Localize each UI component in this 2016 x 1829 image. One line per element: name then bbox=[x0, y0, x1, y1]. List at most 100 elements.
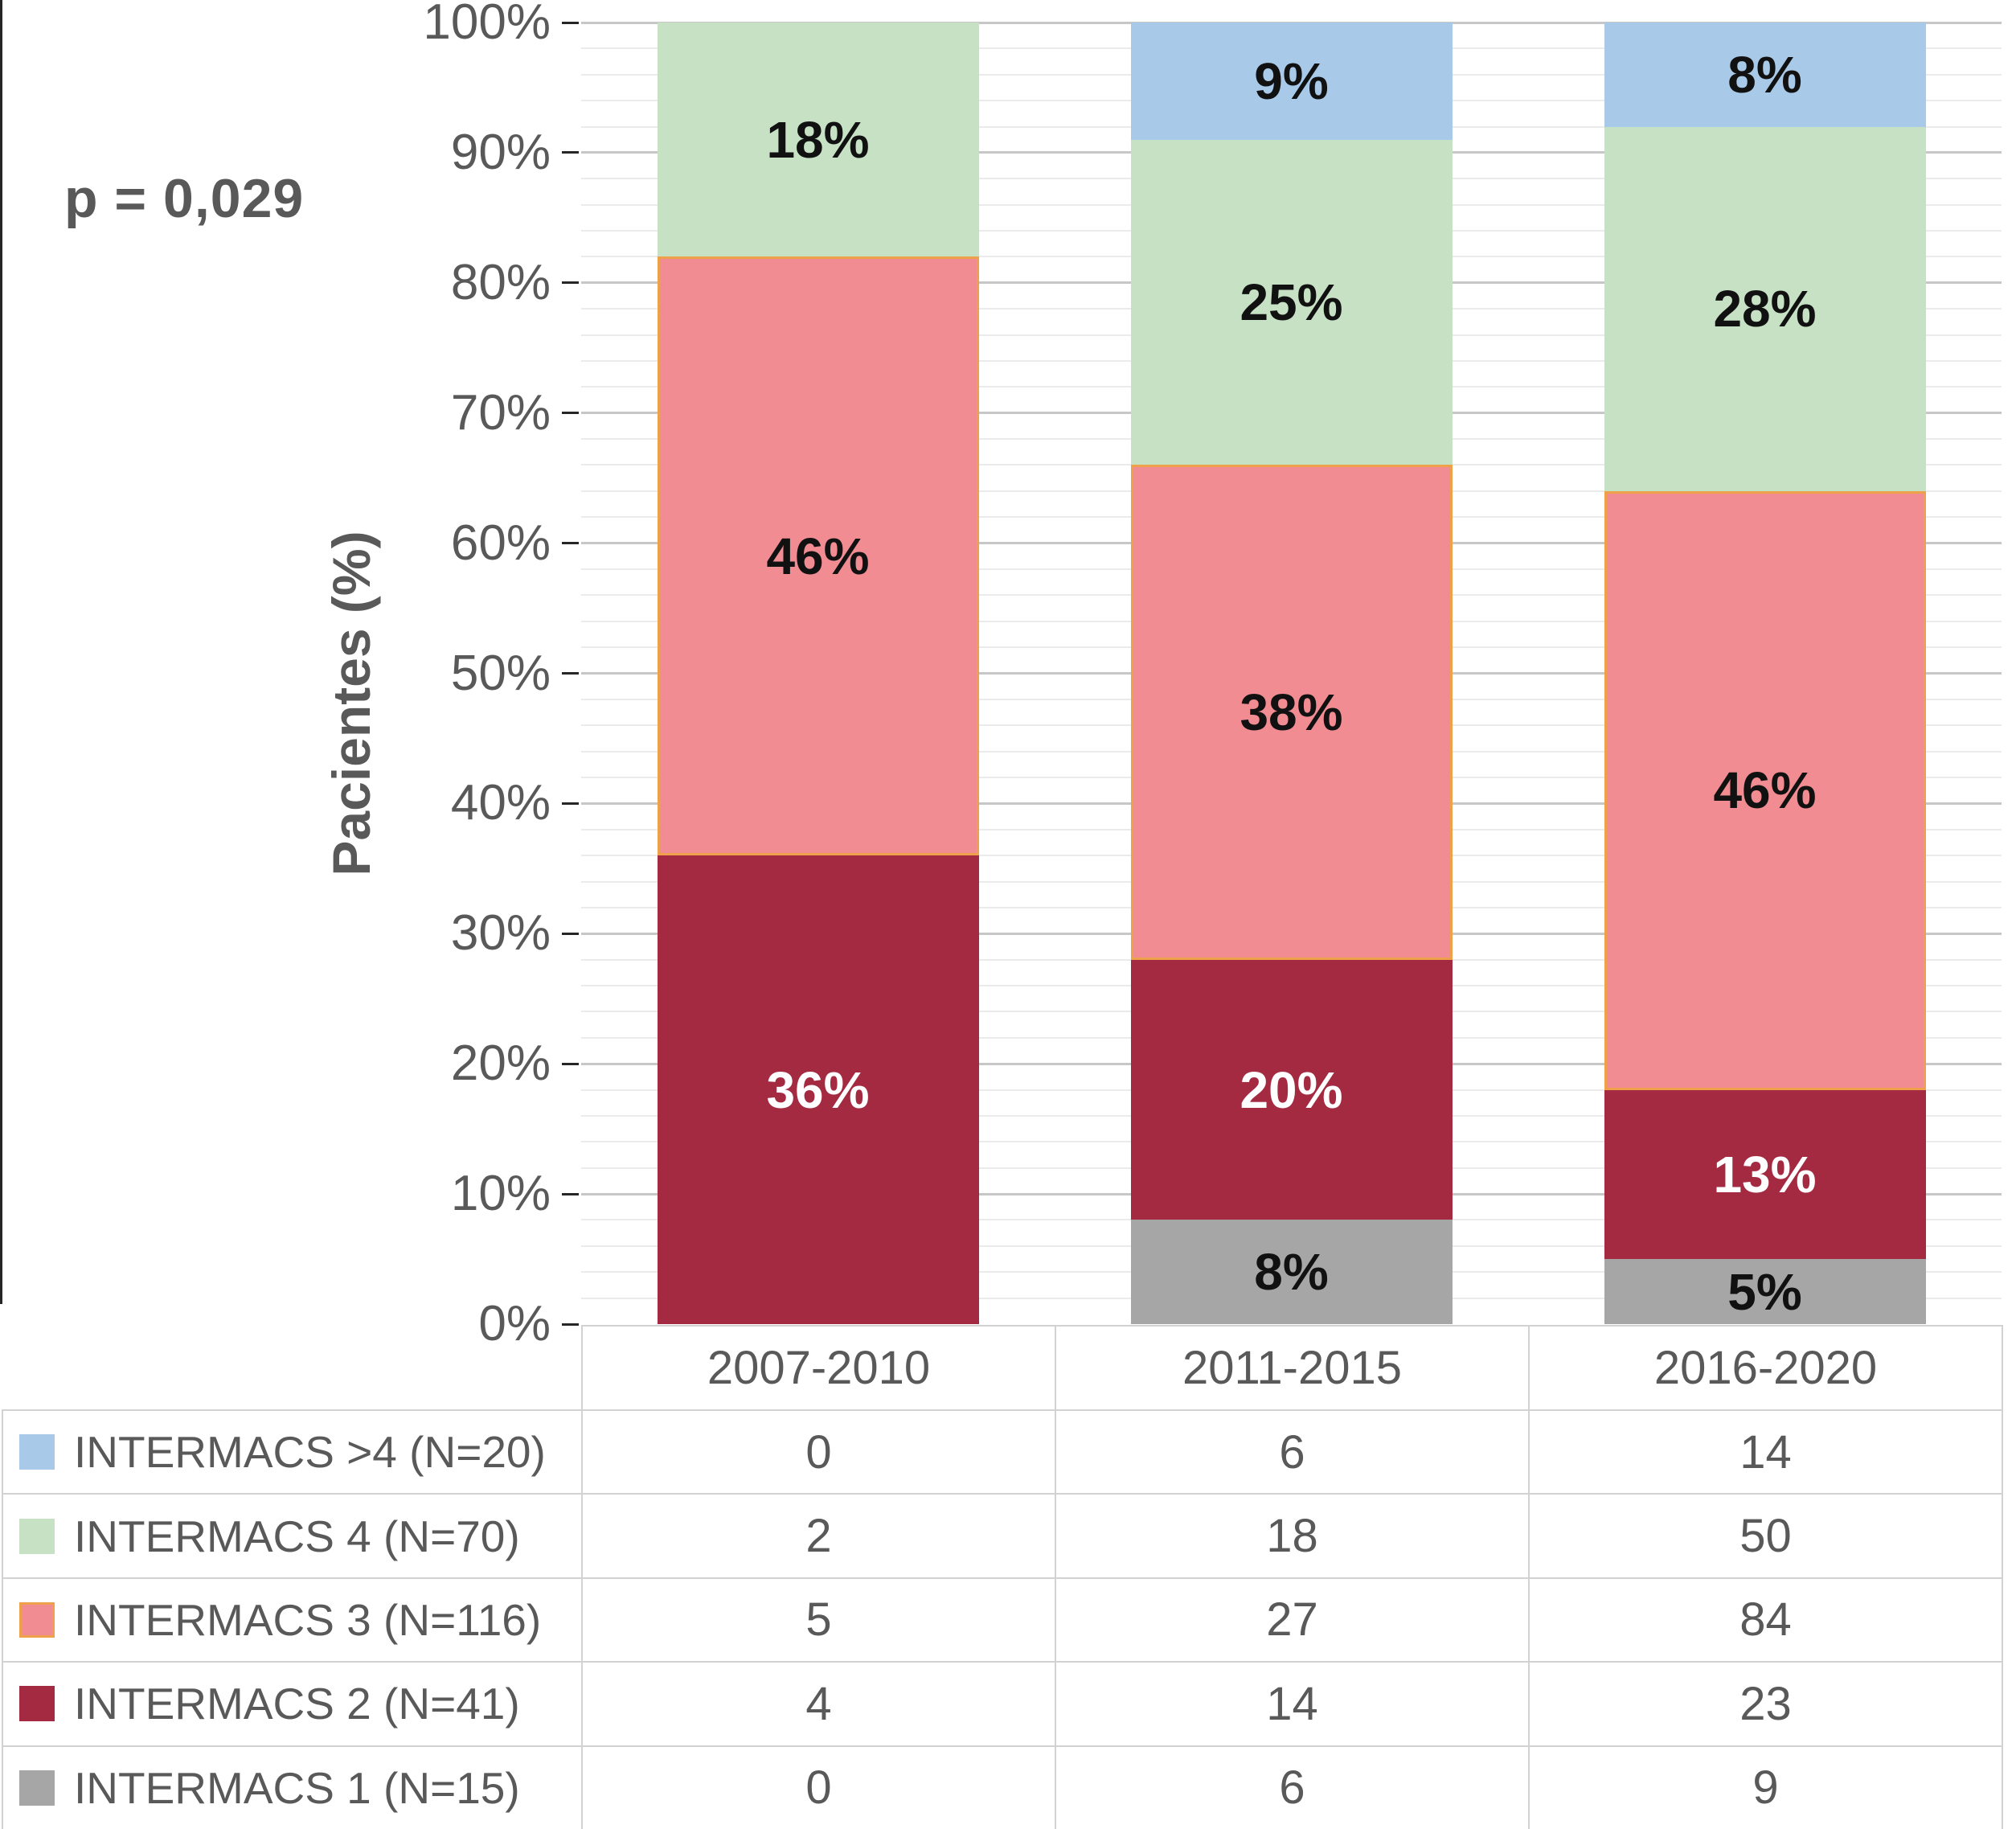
legend-series-label: INTERMACS 4 (N=70) bbox=[74, 1511, 520, 1561]
table-value: 5 bbox=[805, 1593, 832, 1647]
y-axis-tick bbox=[562, 412, 579, 415]
category-header-cell: 2011-2015 bbox=[1055, 1325, 1530, 1411]
table-value-cell: 5 bbox=[581, 1577, 1056, 1663]
bar-segment-label: 46% bbox=[766, 527, 870, 585]
table-value-cell: 14 bbox=[1528, 1409, 2003, 1495]
legend-cell: INTERMACS 1 (N=15) bbox=[2, 1745, 583, 1829]
bar-segment bbox=[1604, 1089, 1926, 1260]
table-value-cell: 6 bbox=[1055, 1745, 1530, 1829]
y-axis-tick bbox=[562, 802, 579, 805]
legend-series-label: INTERMACS 2 (N=41) bbox=[74, 1679, 520, 1729]
bar-segment-label: 5% bbox=[1727, 1262, 1802, 1321]
bar-segment-label: 20% bbox=[1240, 1060, 1343, 1119]
table-value-cell: 18 bbox=[1055, 1493, 1530, 1579]
bar-segment bbox=[1604, 126, 1926, 491]
category-label: 2007-2010 bbox=[707, 1342, 931, 1394]
y-axis-tick-label: 30% bbox=[450, 905, 551, 962]
y-axis-tick bbox=[562, 21, 579, 24]
y-axis-line bbox=[0, 0, 2, 1304]
table-value-cell: 6 bbox=[1055, 1409, 1530, 1495]
table-value: 9 bbox=[1752, 1761, 1779, 1815]
legend-cell: INTERMACS 2 (N=41) bbox=[2, 1661, 583, 1747]
bar-segment-label: 8% bbox=[1254, 1243, 1329, 1302]
bar-segment-label: 28% bbox=[1713, 280, 1817, 338]
legend-swatch-icon bbox=[19, 1770, 55, 1806]
y-axis-tick bbox=[562, 932, 579, 935]
bar-segment-label: 13% bbox=[1713, 1145, 1817, 1204]
y-axis-tick bbox=[562, 1062, 579, 1065]
y-axis-tick bbox=[562, 542, 579, 545]
y-axis-tick-label: 70% bbox=[450, 384, 551, 441]
table-value-cell: 2 bbox=[581, 1493, 1056, 1579]
bar-segment-label: 38% bbox=[1240, 683, 1343, 742]
table-value: 4 bbox=[805, 1677, 832, 1730]
y-axis-tick-label: 60% bbox=[450, 515, 551, 571]
table-value: 6 bbox=[1279, 1425, 1305, 1478]
table-value: 0 bbox=[805, 1761, 832, 1815]
legend-series-label: INTERMACS 3 (N=116) bbox=[74, 1594, 542, 1645]
legend-cell: INTERMACS 3 (N=116) bbox=[2, 1577, 583, 1663]
bar-segment bbox=[1130, 1220, 1453, 1324]
legend-swatch-icon bbox=[19, 1601, 55, 1638]
category-header-cell: 2016-2020 bbox=[1528, 1325, 2003, 1411]
bar-segment bbox=[1130, 23, 1453, 140]
bar-segment bbox=[1604, 23, 1926, 127]
bar-segment-label: 46% bbox=[1713, 761, 1817, 820]
y-axis-tick bbox=[562, 151, 579, 154]
legend-cell: INTERMACS >4 (N=20) bbox=[2, 1409, 583, 1495]
y-axis-tick-label: 10% bbox=[450, 1166, 551, 1222]
table-value: 50 bbox=[1739, 1510, 1792, 1563]
table-value-cell: 14 bbox=[1055, 1661, 1530, 1747]
bar-segment-label: 25% bbox=[1240, 273, 1343, 332]
legend-series-label: INTERMACS 1 (N=15) bbox=[74, 1762, 520, 1813]
bar-segment bbox=[1130, 959, 1453, 1220]
y-axis-tick-label: 80% bbox=[450, 254, 551, 310]
bar-segment bbox=[1604, 1259, 1926, 1324]
table-value: 14 bbox=[1266, 1677, 1318, 1730]
table-value: 27 bbox=[1266, 1593, 1318, 1647]
y-axis-tick-label: 50% bbox=[450, 645, 551, 701]
table-value-cell: 0 bbox=[581, 1745, 1056, 1829]
table-value-cell: 9 bbox=[1528, 1745, 2003, 1829]
table-value: 84 bbox=[1739, 1593, 1792, 1647]
table-value: 23 bbox=[1739, 1677, 1792, 1730]
table-value-cell: 23 bbox=[1528, 1661, 2003, 1747]
bar-segment bbox=[657, 256, 979, 856]
y-axis-tick-label: 0% bbox=[478, 1296, 551, 1351]
table-value: 0 bbox=[805, 1425, 832, 1478]
category-label: 2011-2015 bbox=[1182, 1342, 1403, 1394]
y-axis-tick bbox=[562, 281, 579, 285]
bar-segment bbox=[657, 855, 979, 1324]
table-value-cell: 84 bbox=[1528, 1577, 2003, 1663]
bar-segment-label: 36% bbox=[766, 1060, 870, 1119]
y-axis-tick bbox=[562, 1323, 579, 1326]
y-axis-tick-label: 90% bbox=[450, 124, 551, 180]
bar-segment bbox=[1604, 490, 1926, 1090]
y-axis-tick bbox=[562, 672, 579, 675]
table-value-cell: 50 bbox=[1528, 1493, 2003, 1579]
table-value: 18 bbox=[1266, 1510, 1318, 1563]
table-value-cell: 27 bbox=[1055, 1577, 1530, 1663]
legend-swatch-icon bbox=[19, 1686, 55, 1722]
category-header-cell: 2007-2010 bbox=[581, 1325, 1056, 1411]
y-axis-tick-label: 20% bbox=[450, 1035, 551, 1092]
bar-segment-label: 8% bbox=[1727, 45, 1802, 104]
category-label: 2016-2020 bbox=[1653, 1342, 1878, 1394]
table-value-cell: 0 bbox=[581, 1409, 1056, 1495]
legend-series-label: INTERMACS >4 (N=20) bbox=[74, 1427, 546, 1478]
bar-segment bbox=[1130, 465, 1453, 960]
bar-segment-label: 18% bbox=[766, 110, 870, 169]
table-value: 2 bbox=[805, 1510, 832, 1563]
legend-swatch-icon bbox=[19, 1434, 55, 1470]
legend-swatch-icon bbox=[19, 1518, 55, 1554]
table-value: 14 bbox=[1739, 1425, 1792, 1478]
bar-segment bbox=[1130, 139, 1453, 465]
y-axis-tick-label: 40% bbox=[450, 775, 551, 831]
bar-segment bbox=[657, 23, 979, 257]
table-value-cell: 4 bbox=[581, 1661, 1056, 1747]
y-axis-title: Pacientes (%) bbox=[322, 531, 381, 876]
bar-segment-label: 9% bbox=[1254, 51, 1329, 110]
legend-cell: INTERMACS 4 (N=70) bbox=[2, 1493, 583, 1579]
p-value-annotation: p = 0,029 bbox=[64, 168, 305, 229]
